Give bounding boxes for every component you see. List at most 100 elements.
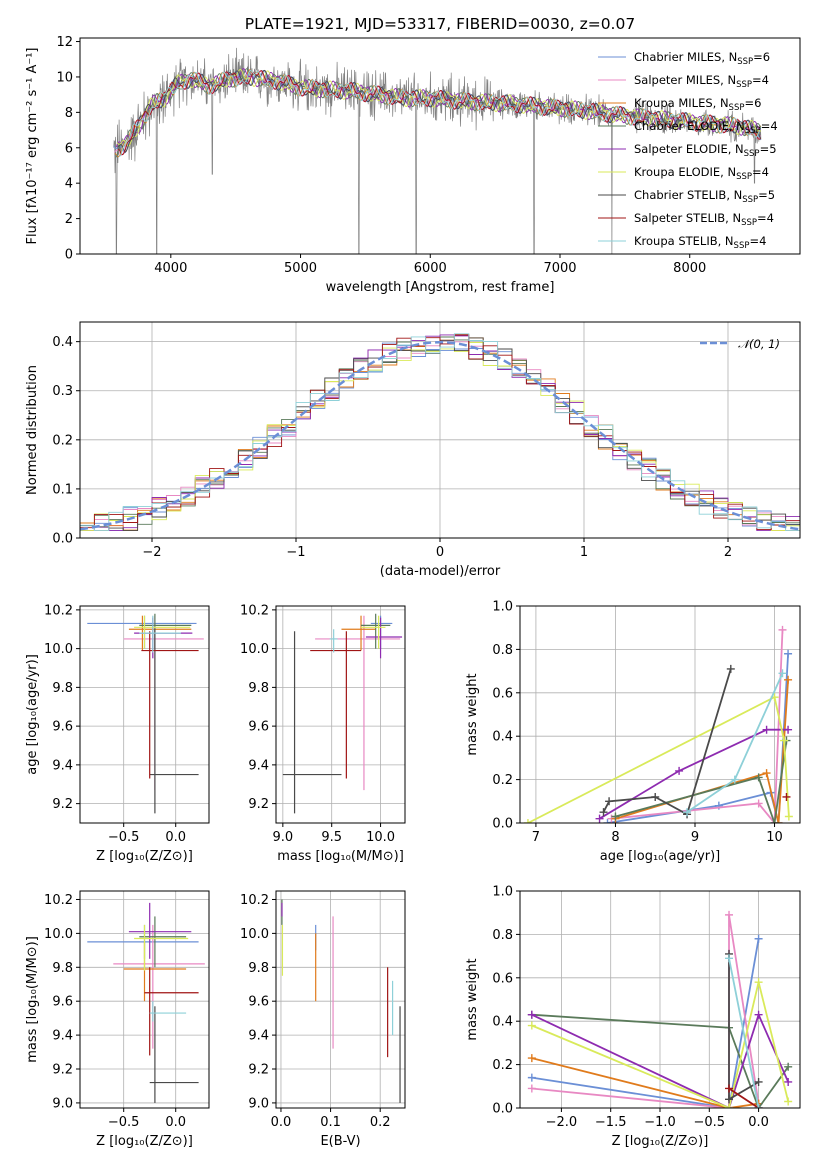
legend-entry: Salpeter STELIB, NSSP=4	[634, 211, 774, 228]
mass-weight-line-9	[686, 672, 784, 813]
y-tick-label: 9.6	[52, 995, 73, 1010]
y-tick-label: 0.4	[492, 730, 513, 745]
y-tick-label: 9.4	[52, 1029, 73, 1044]
y-tick-label: 0.0	[492, 1102, 513, 1117]
legend-text: Chabrier STELIB, N	[634, 188, 742, 202]
legend-text: Chabrier MILES, N	[634, 50, 737, 64]
axes-frame	[79, 605, 210, 824]
x-tick-label: 0.0	[165, 1115, 186, 1130]
mass-weight-marker	[527, 1073, 536, 1082]
x-tick-label: 7	[532, 830, 540, 845]
mass-weight-line-7	[602, 668, 732, 816]
mass-weight-marker	[725, 910, 734, 919]
y-tick-label: 4	[65, 177, 73, 192]
y-tick-label: 2	[65, 212, 73, 227]
x-tick-label: 9.0	[272, 830, 293, 845]
y-tick-label: 0.8	[492, 928, 513, 943]
legend-entry: 𝒩(0, 1)	[738, 337, 780, 351]
plots-layer: 4000 5000 6000 7000 8000024681012wavelength …	[25, 35, 801, 1149]
legend-text: Salpeter MILES, N	[634, 73, 736, 87]
panel-mass_vs_ebv: 0.0 0.1 0.2 9.0 9.2 9.4 9.6 9.8 10.0 10.2 E(B-V)	[240, 890, 406, 1149]
y-tick-label: 0.2	[52, 433, 73, 448]
decor-mass_vs_ebv: 0.0 0.1 0.2 9.0 9.2 9.4 9.6 9.8 10.0 10.2 E(B-V)	[240, 890, 406, 1149]
figure-title: PLATE=1921, MJD=53317, FIBERID=0030, z=0…	[245, 15, 635, 33]
y-tick-label: 0.6	[492, 971, 513, 986]
legend-text: Chabrier ELODIE, N	[634, 119, 745, 133]
y-tick-label: 6	[65, 141, 73, 156]
decor-age_vs_mass: 9.0 9.5 10.0 9.2 9.4 9.6 9.8 10.0 10.2 mass [log₁…	[240, 603, 406, 864]
y-tick-label: 9.8	[248, 961, 269, 976]
y-tick-label: 9.2	[248, 797, 269, 812]
x-tick-label: 6000	[414, 261, 447, 276]
mass-weight-marker	[725, 1104, 734, 1108]
y-tick-label: 0.4	[52, 335, 73, 350]
x-tick-label: 0.0	[271, 1115, 292, 1130]
mass-weight-marker	[762, 725, 771, 734]
mass-weight-marker	[603, 819, 612, 823]
decor-massweight_vs_age: 7 8 9 10 0.0 0.2 0.4 0.6 0.8 1.0 age [log₁₀(age/yr…	[465, 600, 801, 864]
legend-sub: SSP	[744, 149, 760, 159]
legend-entry: Kroupa ELODIE, NSSP=4	[634, 165, 769, 182]
panel-age_vs_mass: 9.0 9.5 10.0 9.2 9.4 9.6 9.8 10.0 10.2 mass [log₁…	[240, 603, 406, 864]
y-tick-label: 1.0	[492, 885, 513, 900]
mass-weight-line-5	[531, 1012, 790, 1108]
y-tick-label: 12	[56, 35, 73, 50]
y-axis-label: age [log₁₀(age/yr)]	[25, 654, 40, 775]
legend-suffix: =6	[753, 50, 770, 64]
axes-frame	[519, 605, 801, 824]
mass-weight-marker	[754, 799, 763, 808]
x-axis-label: Z [log₁₀(Z/Z⊙)]	[96, 1134, 193, 1149]
legend-text: Salpeter STELIB, N	[634, 211, 741, 225]
y-tick-label: 0.0	[52, 532, 73, 547]
decor-massweight_vs_Z: −2.0 −1.5 −1.0 −0.5 0.0 0.0 0.2 0.4 0.6 0.8 1.0 Z […	[465, 885, 801, 1149]
model-spectrum-5	[115, 68, 761, 148]
x-tick-label: 0.1	[320, 1115, 341, 1130]
mass-weight-marker	[770, 819, 779, 823]
mass-weight-marker	[784, 812, 793, 821]
mass-weight-marker	[595, 814, 604, 823]
model-spectrum-9	[118, 69, 762, 157]
y-tick-label: 0.0	[492, 817, 513, 832]
y-tick-label: 0.6	[492, 686, 513, 701]
panel-residuals: −2 −1 0 1 2 0.0 0.1 0.2 0.3 0.4 (data-model)/error…	[25, 321, 801, 579]
mass-weight-marker	[527, 1084, 536, 1093]
mass-weight-line-1	[531, 938, 760, 1108]
mass-weight-marker	[683, 808, 692, 817]
mass-weight-marker	[675, 766, 684, 775]
residual-histogram-9	[80, 333, 800, 532]
plot-area-mass_vs_Z	[87, 902, 205, 1103]
residual-histogram-5	[80, 334, 800, 532]
decor-age_vs_Z: −0.5 0.0 9.2 9.4 9.6 9.8 10.0 10.2 Z [log₁₀(Z/Z⊙…	[25, 603, 210, 864]
mass-weight-line-5	[599, 728, 789, 820]
x-tick-label: −2.0	[546, 1115, 578, 1130]
legend-text: Kroupa MILES, N	[634, 96, 729, 110]
decor-spectrum: 4000 5000 6000 7000 8000 0 2 4 6 8 10 12 wavelength …	[25, 35, 801, 295]
y-tick-label: 0.4	[492, 1015, 513, 1030]
mass-weight-marker	[754, 1077, 763, 1086]
axes-frame	[275, 890, 406, 1109]
x-tick-label: 10.0	[366, 830, 395, 845]
mass-weight-marker	[778, 669, 787, 678]
mass-weight-line-9	[728, 958, 760, 1108]
mass-weight-marker	[784, 1097, 793, 1106]
mass-weight-marker	[651, 792, 660, 801]
y-axis-label: mass [log₁₀(M/M⊙)]	[25, 936, 40, 1063]
x-tick-label: −2	[142, 545, 161, 560]
mass-weight-marker	[527, 1021, 536, 1030]
plot-area-massweight_vs_age	[523, 625, 793, 823]
y-tick-label: 0.3	[52, 384, 73, 399]
legend-suffix: =4	[757, 211, 774, 225]
mass-weight-line-6	[531, 981, 790, 1108]
legend-sub: SSP	[736, 172, 752, 182]
panel-mass_vs_Z: −0.5 0.0 9.0 9.2 9.4 9.6 9.8 10.0 10.2 Z [log₁₀(Z…	[25, 890, 210, 1149]
legend-sub: SSP	[729, 103, 745, 113]
x-tick-label: 0.0	[748, 1115, 769, 1130]
x-tick-label: 9.5	[321, 830, 342, 845]
y-axis-label: mass weight	[465, 958, 480, 1040]
mass-weight-marker	[784, 1077, 793, 1086]
x-tick-label: 1	[580, 545, 588, 560]
plot-area-spectrum	[113, 47, 762, 254]
y-tick-label: 10.0	[44, 927, 73, 942]
legend-suffix: =6	[744, 96, 761, 110]
y-tick-label: 9.0	[52, 1096, 73, 1111]
